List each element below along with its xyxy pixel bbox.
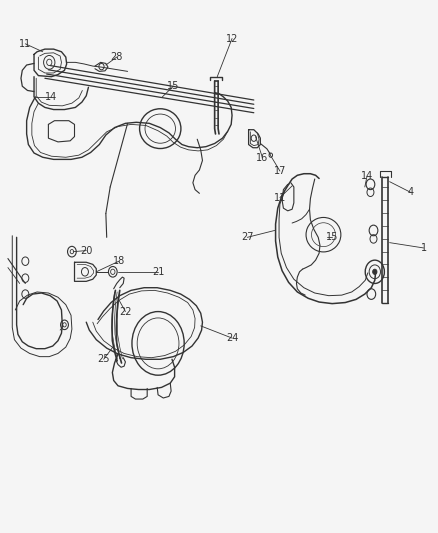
Text: 28: 28 <box>110 52 123 62</box>
Text: 27: 27 <box>241 232 254 243</box>
Text: 22: 22 <box>119 306 132 317</box>
Text: 11: 11 <box>19 39 32 49</box>
Text: 20: 20 <box>80 246 92 256</box>
Text: 11: 11 <box>274 192 286 203</box>
Text: 15: 15 <box>167 81 180 91</box>
Text: 1: 1 <box>420 243 427 253</box>
Text: 14: 14 <box>361 172 373 181</box>
Text: 14: 14 <box>45 92 57 102</box>
Text: 12: 12 <box>226 34 238 44</box>
Text: 15: 15 <box>326 232 338 243</box>
Text: 16: 16 <box>256 153 268 163</box>
Text: 21: 21 <box>152 267 164 277</box>
Text: 4: 4 <box>407 187 413 197</box>
Text: 18: 18 <box>113 256 125 266</box>
Text: 24: 24 <box>226 333 238 343</box>
Text: 25: 25 <box>97 354 110 364</box>
Circle shape <box>373 269 377 274</box>
Text: 17: 17 <box>274 166 286 176</box>
